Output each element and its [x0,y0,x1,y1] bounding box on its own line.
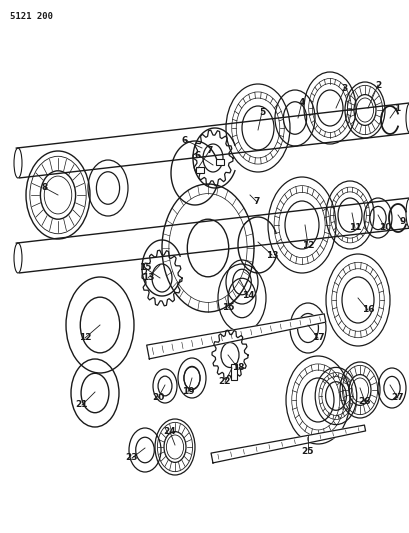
Bar [196,167,204,173]
Text: 2: 2 [374,80,380,90]
Text: 9: 9 [399,217,405,227]
Text: 16: 16 [361,305,373,314]
Text: 10: 10 [378,223,390,232]
Text: 21: 21 [76,400,88,409]
Text: 20: 20 [151,393,164,402]
Text: 15: 15 [138,263,151,272]
Polygon shape [211,425,365,463]
Text: 19: 19 [181,387,194,397]
Text: 26: 26 [358,398,370,407]
Text: 12: 12 [79,334,91,343]
Text: 27: 27 [391,393,403,402]
Text: 8: 8 [42,183,48,192]
Text: 14: 14 [241,290,254,300]
Text: 24: 24 [163,427,176,437]
Text: 13: 13 [265,251,278,260]
Text: 11: 11 [348,223,360,232]
Text: 1: 1 [393,103,399,112]
Text: 6: 6 [182,135,188,144]
Text: 17: 17 [311,334,324,343]
Text: 23: 23 [126,454,138,463]
Text: 3: 3 [341,84,347,93]
Text: 7: 7 [206,146,213,155]
Text: 15: 15 [221,303,234,312]
Text: 4: 4 [298,98,304,107]
Text: 22: 22 [218,377,231,386]
Text: 18: 18 [231,364,244,373]
Text: 7: 7 [253,198,260,206]
Text: 5: 5 [258,108,265,117]
Text: 25: 25 [301,448,313,456]
Text: 12: 12 [301,240,313,249]
Bar [216,159,223,165]
Text: 13: 13 [142,273,154,282]
Bar [230,364,236,380]
Text: 6: 6 [194,150,201,159]
Polygon shape [146,314,325,359]
Text: 5121 200: 5121 200 [10,12,53,21]
